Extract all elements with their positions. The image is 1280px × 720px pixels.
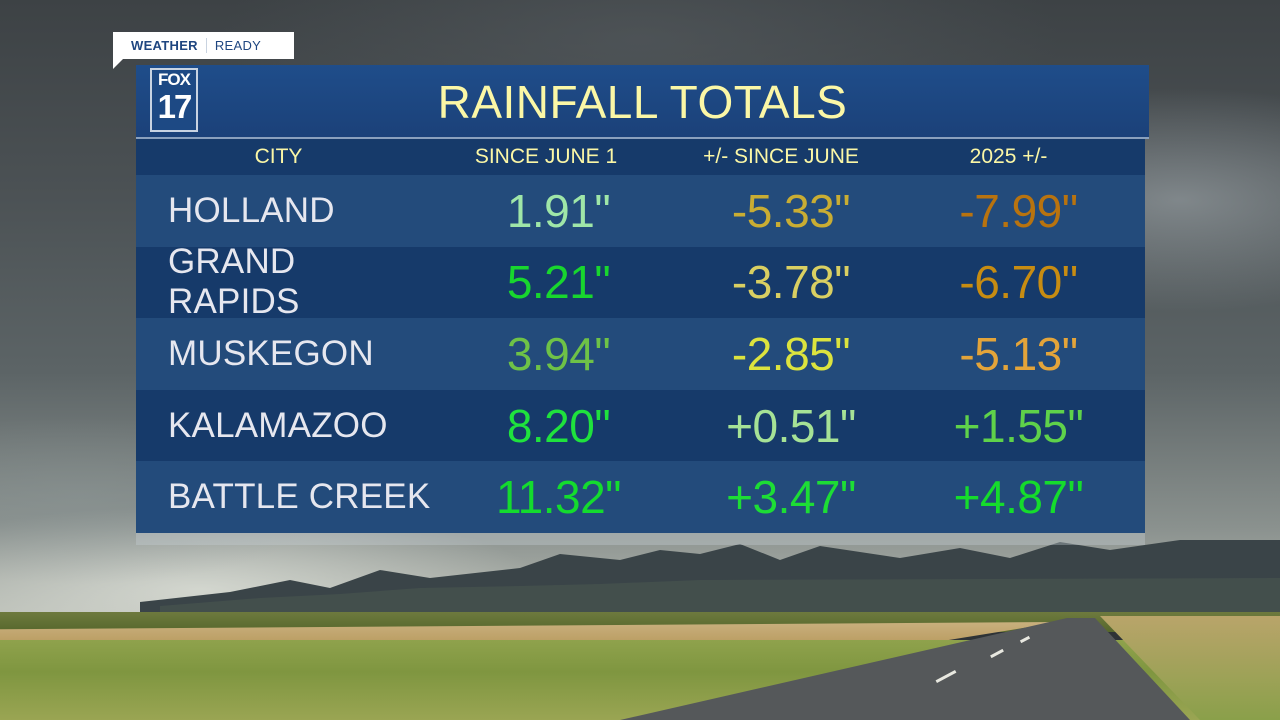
city-name: MUSKEGON bbox=[168, 333, 374, 373]
badge-weather-label: WEATHER bbox=[131, 38, 198, 53]
year-diff-value: +1.55" bbox=[953, 399, 1084, 452]
table-row: HOLLAND 1.91" -5.33" -7.99" bbox=[136, 175, 1145, 247]
table-row: GRAND RAPIDS 5.21" -3.78" -6.70" bbox=[136, 242, 1145, 321]
since-june-diff-value: +0.51" bbox=[726, 399, 856, 452]
city-name: GRAND RAPIDS bbox=[168, 242, 300, 322]
header-city: CITY bbox=[254, 145, 303, 168]
since-june-1-value: 11.32" bbox=[495, 471, 622, 524]
since-june-1-value: 8.20" bbox=[506, 399, 611, 452]
page-title: RAINFALL TOTALS bbox=[437, 76, 848, 128]
badge-ready-label: READY bbox=[214, 38, 262, 53]
logo-channel: 17 bbox=[157, 88, 193, 125]
fox17-logo: FOX 17 bbox=[150, 68, 198, 132]
year-diff-value: -6.70" bbox=[959, 256, 1078, 309]
since-june-diff-value: -3.78" bbox=[731, 256, 851, 309]
year-diff-value: -5.13" bbox=[959, 327, 1078, 380]
table-row: MUSKEGON 3.94" -2.85" -5.13" bbox=[136, 318, 1145, 390]
since-june-1-value: 5.21" bbox=[506, 256, 611, 309]
since-june-diff-value: -2.85" bbox=[731, 327, 851, 380]
city-name: HOLLAND bbox=[168, 190, 335, 230]
table-header: CITY SINCE JUNE 1 +/- SINCE JUNE 2025 +/… bbox=[136, 139, 1145, 175]
year-diff-value: -7.99" bbox=[959, 184, 1078, 237]
header-since-june-1: SINCE JUNE 1 bbox=[474, 145, 618, 168]
logo-network: FOX bbox=[158, 70, 191, 89]
weather-ready-badge: WEATHER READY bbox=[113, 32, 294, 69]
since-june-1-value: 3.94" bbox=[506, 327, 611, 380]
since-june-diff-value: +3.47" bbox=[726, 471, 856, 524]
table-row: BATTLE CREEK 11.32" +3.47" +4.87" bbox=[136, 461, 1145, 533]
rainfall-table: CITY SINCE JUNE 1 +/- SINCE JUNE 2025 +/… bbox=[136, 139, 1145, 545]
panel-bottom-strip bbox=[136, 532, 1145, 545]
table-row: KALAMAZOO 8.20" +0.51" +1.55" bbox=[136, 389, 1145, 462]
badge-divider bbox=[205, 38, 207, 53]
header-year-diff: 2025 +/- bbox=[969, 145, 1048, 168]
since-june-diff-value: -5.33" bbox=[731, 184, 851, 237]
header-since-june-diff: +/- SINCE JUNE bbox=[703, 145, 859, 168]
since-june-1-value: 1.91" bbox=[506, 184, 611, 237]
rainfall-panel: FOX 17 RAINFALL TOTALS CITY SINCE JUNE 1… bbox=[136, 65, 1149, 545]
title-bar: FOX 17 RAINFALL TOTALS bbox=[136, 65, 1149, 139]
city-name: BATTLE CREEK bbox=[168, 477, 431, 517]
city-name: KALAMAZOO bbox=[168, 405, 388, 445]
year-diff-value: +4.87" bbox=[953, 471, 1084, 524]
